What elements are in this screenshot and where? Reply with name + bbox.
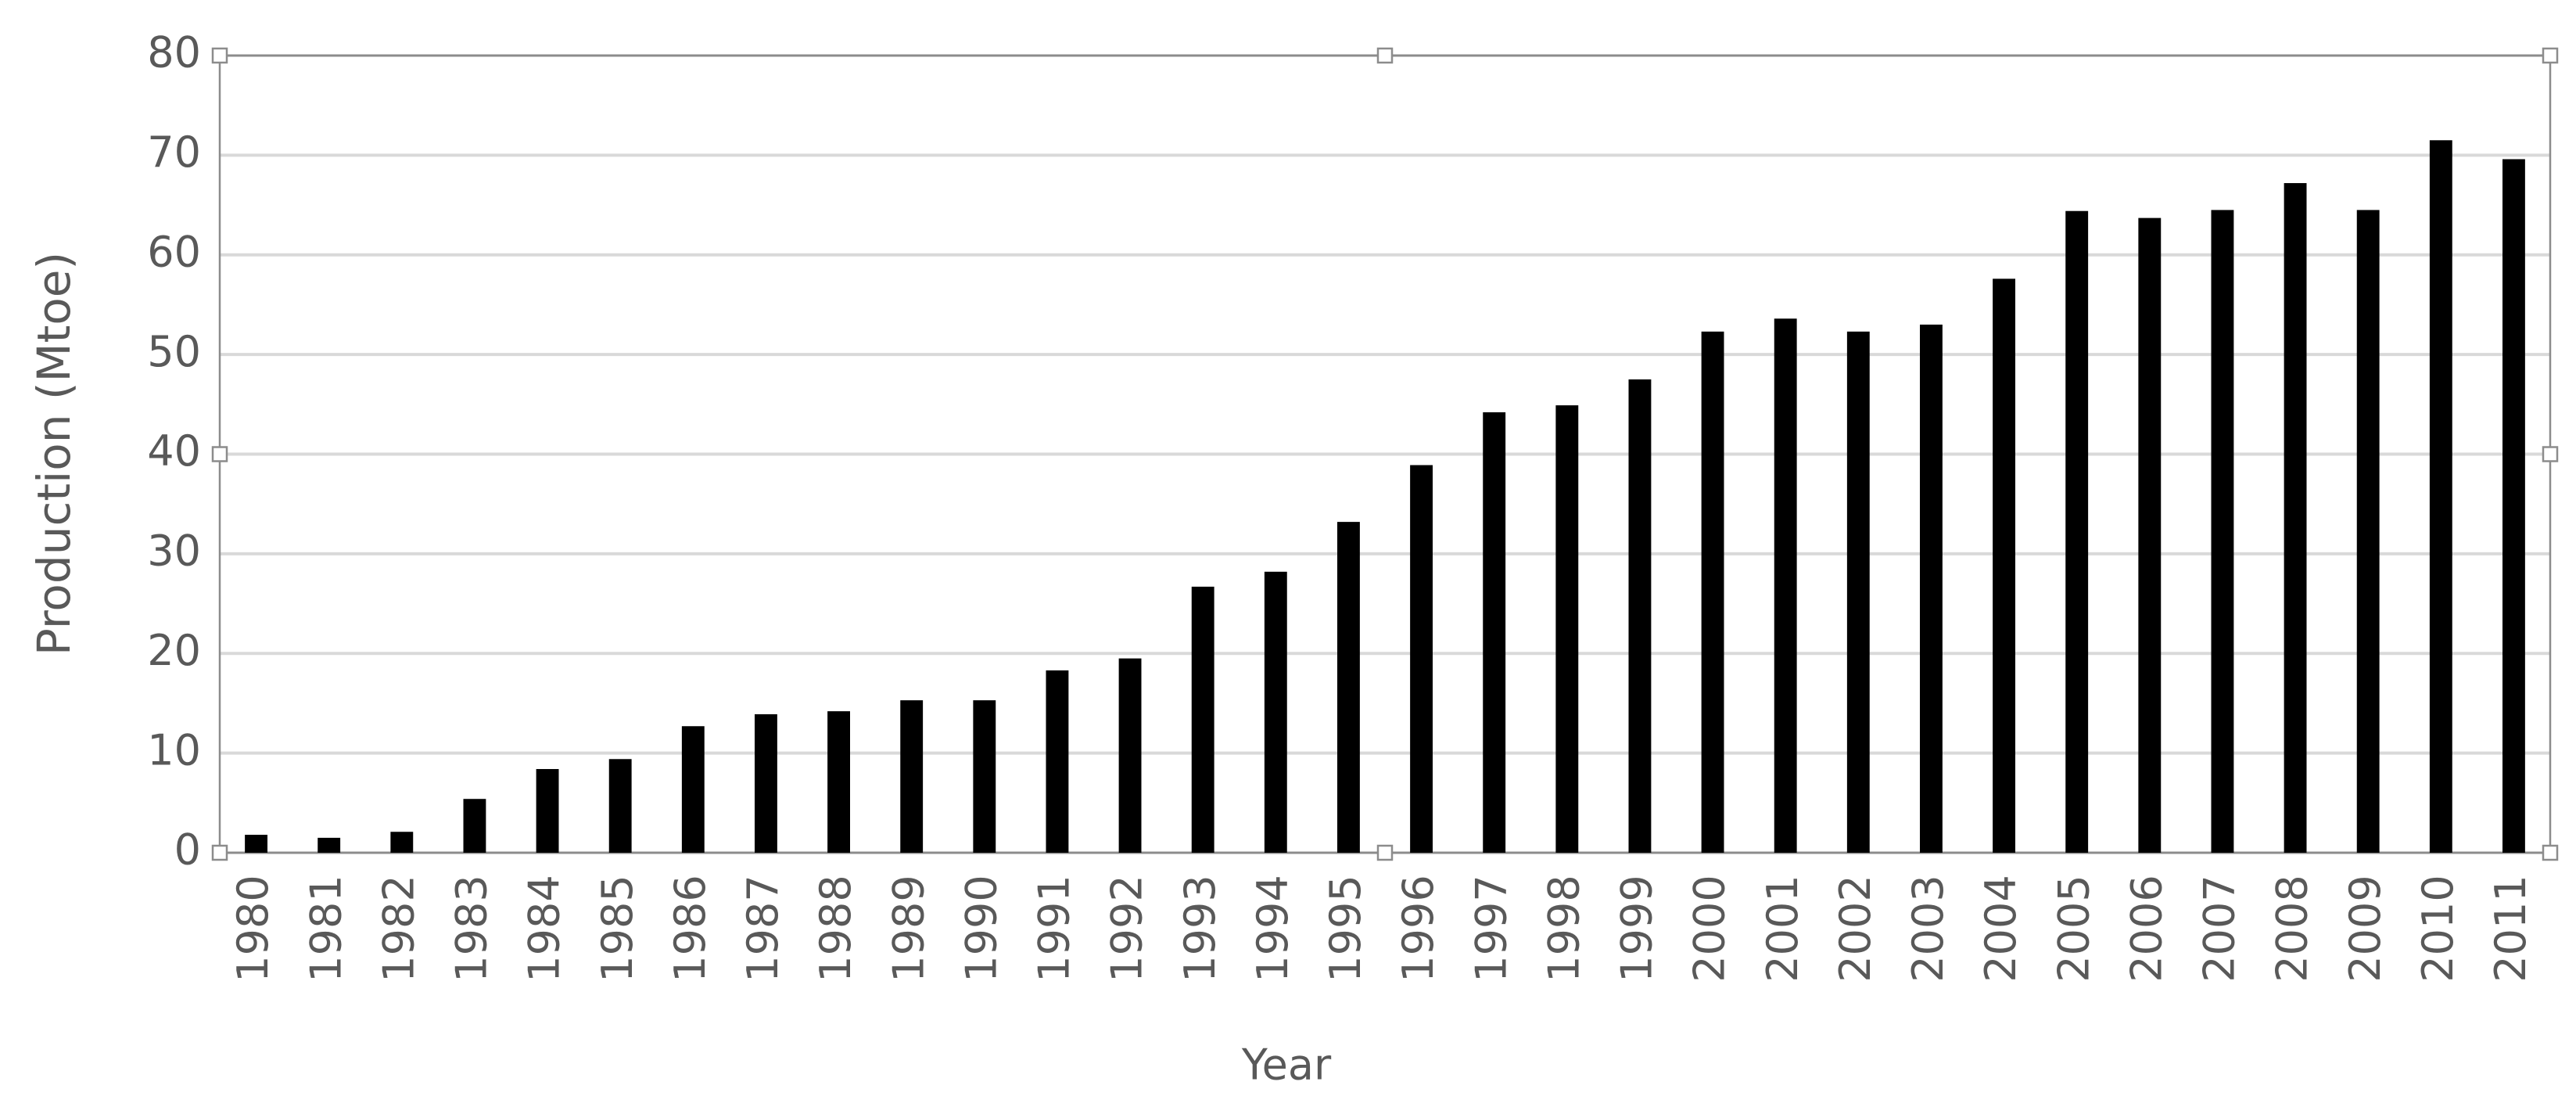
- x-tick-label: 1984: [520, 875, 569, 982]
- x-tick-label: 1983: [447, 875, 497, 982]
- x-tick-label: 1997: [1466, 875, 1516, 982]
- x-tick-label: 1981: [301, 875, 350, 982]
- bar: [1846, 331, 1870, 853]
- y-tick-label: 70: [147, 128, 201, 177]
- bar: [1993, 279, 2015, 853]
- y-tick-label: 10: [147, 725, 201, 775]
- selection-handle: [2542, 47, 2559, 64]
- x-tick-label: 1993: [1175, 875, 1225, 982]
- x-tick-label: 1995: [1321, 875, 1370, 982]
- x-tick-label: 2000: [1685, 875, 1735, 982]
- bar: [2502, 159, 2525, 854]
- x-tick-label: 2004: [1976, 875, 2025, 982]
- bar: [245, 835, 267, 853]
- x-tick-label: 1998: [1539, 875, 1588, 982]
- x-tick-label: 1980: [228, 875, 278, 982]
- bar: [1774, 318, 1797, 853]
- selection-handle: [211, 446, 228, 462]
- selection-handle: [2542, 844, 2559, 861]
- bar: [2138, 217, 2162, 854]
- x-tick-label: 1988: [811, 875, 860, 982]
- y-tick-label: 60: [147, 227, 201, 276]
- bar: [1555, 405, 1579, 853]
- bar: [536, 769, 559, 853]
- x-tick-label: 1999: [1613, 875, 1662, 982]
- selection-handle: [2542, 446, 2559, 462]
- x-tick-label: 2002: [1831, 875, 1880, 982]
- bar: [2284, 183, 2307, 854]
- selection-handle: [1376, 844, 1394, 861]
- y-tick-label: 40: [147, 426, 201, 476]
- bar: [900, 700, 924, 853]
- bar: [1337, 522, 1360, 853]
- bar: [827, 711, 850, 853]
- bar: [1920, 324, 1943, 854]
- x-tick-label: 1986: [666, 875, 715, 982]
- y-axis-title: Production (Mtoe): [27, 252, 81, 656]
- y-tick-label: 30: [147, 527, 201, 576]
- x-tick-label: 2007: [2195, 875, 2244, 982]
- bar: [2429, 140, 2452, 854]
- y-tick-label: 20: [147, 626, 201, 675]
- x-tick-label: 1996: [1394, 875, 1443, 982]
- bar: [1118, 658, 1142, 853]
- x-tick-label: 1994: [1248, 875, 1297, 982]
- bar: [755, 713, 777, 853]
- x-tick-label: 2001: [1758, 875, 1807, 982]
- bar: [1410, 465, 1433, 853]
- x-tick-label: 2006: [2122, 875, 2171, 982]
- y-tick-label: 80: [147, 28, 201, 77]
- x-tick-label: 2005: [2049, 875, 2098, 982]
- x-tick-label: 2009: [2341, 875, 2390, 982]
- bar: [2065, 210, 2089, 854]
- x-axis-title: Year: [1241, 1041, 1332, 1090]
- bar: [390, 832, 414, 853]
- bar: [1191, 586, 1214, 853]
- x-tick-label: 1989: [884, 875, 933, 982]
- y-tick-label: 0: [174, 825, 201, 875]
- bar: [1046, 670, 1069, 853]
- x-tick-label: 1985: [593, 875, 642, 982]
- x-tick-label: 2011: [2486, 875, 2535, 982]
- bar: [1264, 571, 1287, 853]
- bar: [1701, 331, 1724, 853]
- bar: [318, 837, 341, 853]
- bar: [681, 726, 705, 853]
- selection-handle: [211, 47, 228, 64]
- selection-handle: [1376, 47, 1394, 64]
- bar: [608, 759, 632, 853]
- x-tick-label: 2003: [1903, 875, 1953, 982]
- bar: [2356, 210, 2380, 853]
- x-tick-label: 1992: [1103, 875, 1152, 982]
- x-tick-label: 1991: [1030, 875, 1079, 982]
- y-tick-label: 50: [147, 327, 201, 376]
- x-tick-label: 1987: [738, 875, 788, 982]
- bar: [463, 799, 486, 853]
- bar: [973, 700, 996, 853]
- bar: [1628, 379, 1652, 853]
- x-tick-label: 2008: [2268, 875, 2317, 982]
- x-tick-label: 1982: [374, 875, 423, 982]
- x-tick-label: 1990: [956, 875, 1006, 982]
- x-tick-label: 2010: [2413, 875, 2463, 982]
- bar: [2211, 210, 2234, 853]
- selection-handle: [211, 844, 228, 861]
- bar: [1483, 412, 1506, 853]
